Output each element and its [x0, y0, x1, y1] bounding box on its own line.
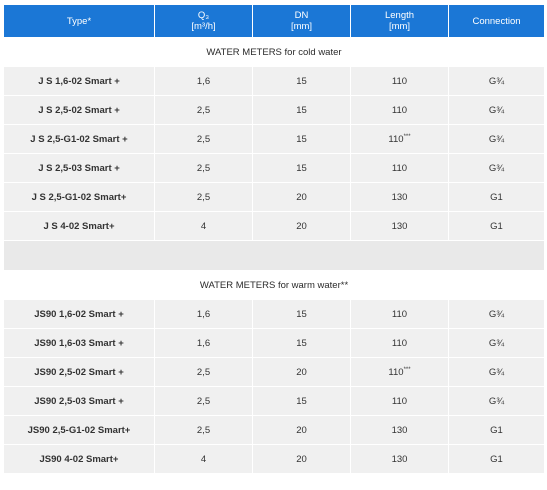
table-row: J S 1,6-02 Smart + 1,6 15 110 G¾ [4, 67, 544, 95]
type-column-header: Type* [4, 5, 154, 37]
section-title: WATER METERS for warm water** [4, 271, 544, 299]
connection-cell: G1 [449, 445, 544, 473]
q3-cell: 1,6 [155, 67, 252, 95]
section-title-row: WATER METERS for cold water [4, 38, 544, 66]
q3-column-header: Q₃ [m³/h] [155, 5, 252, 37]
table-row: J S 4-02 Smart+ 4 20 130 G1 [4, 212, 544, 240]
type-cell: J S 1,6-02 Smart + [4, 67, 154, 95]
spacer-row [4, 241, 544, 270]
type-cell: JS90 4-02 Smart+ [4, 445, 154, 473]
dn-cell: 20 [253, 183, 350, 211]
dn-cell: 15 [253, 300, 350, 328]
connection-cell: G¾ [449, 67, 544, 95]
q3-cell: 2,5 [155, 96, 252, 124]
header-row: Type* Q₃ [m³/h] DN [mm] Length [mm] Conn… [4, 5, 544, 37]
table-row: J S 2,5-03 Smart + 2,5 15 110 G¾ [4, 154, 544, 182]
dn-cell: 15 [253, 96, 350, 124]
type-cell: J S 2,5-03 Smart + [4, 154, 154, 182]
connection-cell: G¾ [449, 125, 544, 153]
length-cell: 110*** [351, 358, 448, 386]
connection-cell: G1 [449, 183, 544, 211]
length-cell: 130 [351, 416, 448, 444]
q3-cell: 2,5 [155, 125, 252, 153]
length-column-header: Length [mm] [351, 5, 448, 37]
connection-column-header: Connection [449, 5, 544, 37]
water-meter-spec-table: Type* Q₃ [m³/h] DN [mm] Length [mm] Conn… [3, 4, 545, 474]
type-cell: J S 2,5-G1-02 Smart + [4, 125, 154, 153]
q3-cell: 4 [155, 212, 252, 240]
length-cell: 130 [351, 445, 448, 473]
table-row: JS90 2,5-02 Smart + 2,5 20 110*** G¾ [4, 358, 544, 386]
q3-cell: 2,5 [155, 183, 252, 211]
length-cell: 130 [351, 212, 448, 240]
q3-cell: 2,5 [155, 387, 252, 415]
type-cell: JS90 1,6-02 Smart + [4, 300, 154, 328]
length-cell: 110 [351, 329, 448, 357]
connection-cell: G¾ [449, 96, 544, 124]
table-row: J S 2,5-G1-02 Smart+ 2,5 20 130 G1 [4, 183, 544, 211]
connection-cell: G¾ [449, 358, 544, 386]
dn-cell: 15 [253, 387, 350, 415]
dn-cell: 20 [253, 358, 350, 386]
table-row: JS90 1,6-03 Smart + 1,6 15 110 G¾ [4, 329, 544, 357]
type-cell: J S 2,5-02 Smart + [4, 96, 154, 124]
spacer-cell [4, 241, 544, 270]
type-cell: JS90 1,6-03 Smart + [4, 329, 154, 357]
length-cell: 110 [351, 96, 448, 124]
dn-column-header: DN [mm] [253, 5, 350, 37]
table-row: JS90 1,6-02 Smart + 1,6 15 110 G¾ [4, 300, 544, 328]
table-row: JS90 2,5-G1-02 Smart+ 2,5 20 130 G1 [4, 416, 544, 444]
table-row: JS90 2,5-03 Smart + 2,5 15 110 G¾ [4, 387, 544, 415]
q3-cell: 4 [155, 445, 252, 473]
connection-cell: G1 [449, 212, 544, 240]
q3-cell: 2,5 [155, 358, 252, 386]
table-row: J S 2,5-02 Smart + 2,5 15 110 G¾ [4, 96, 544, 124]
length-cell: 110*** [351, 125, 448, 153]
connection-cell: G1 [449, 416, 544, 444]
length-footnote: *** [403, 133, 411, 140]
dn-cell: 20 [253, 445, 350, 473]
type-cell: JS90 2,5-G1-02 Smart+ [4, 416, 154, 444]
type-cell: JS90 2,5-02 Smart + [4, 358, 154, 386]
connection-cell: G¾ [449, 387, 544, 415]
table-row: JS90 4-02 Smart+ 4 20 130 G1 [4, 445, 544, 473]
dn-cell: 15 [253, 154, 350, 182]
type-cell: JS90 2,5-03 Smart + [4, 387, 154, 415]
q3-cell: 2,5 [155, 154, 252, 182]
table-row: J S 2,5-G1-02 Smart + 2,5 15 110*** G¾ [4, 125, 544, 153]
length-cell: 130 [351, 183, 448, 211]
connection-cell: G¾ [449, 329, 544, 357]
type-cell: J S 4-02 Smart+ [4, 212, 154, 240]
q3-cell: 1,6 [155, 329, 252, 357]
dn-cell: 15 [253, 125, 350, 153]
section-title: WATER METERS for cold water [4, 38, 544, 66]
dn-cell: 15 [253, 67, 350, 95]
dn-cell: 20 [253, 212, 350, 240]
q3-cell: 2,5 [155, 416, 252, 444]
length-cell: 110 [351, 67, 448, 95]
dn-cell: 20 [253, 416, 350, 444]
connection-cell: G¾ [449, 300, 544, 328]
length-cell: 110 [351, 154, 448, 182]
dn-cell: 15 [253, 329, 350, 357]
length-cell: 110 [351, 300, 448, 328]
q3-cell: 1,6 [155, 300, 252, 328]
length-footnote: *** [403, 366, 411, 373]
section-title-row: WATER METERS for warm water** [4, 271, 544, 299]
type-cell: J S 2,5-G1-02 Smart+ [4, 183, 154, 211]
connection-cell: G¾ [449, 154, 544, 182]
length-cell: 110 [351, 387, 448, 415]
